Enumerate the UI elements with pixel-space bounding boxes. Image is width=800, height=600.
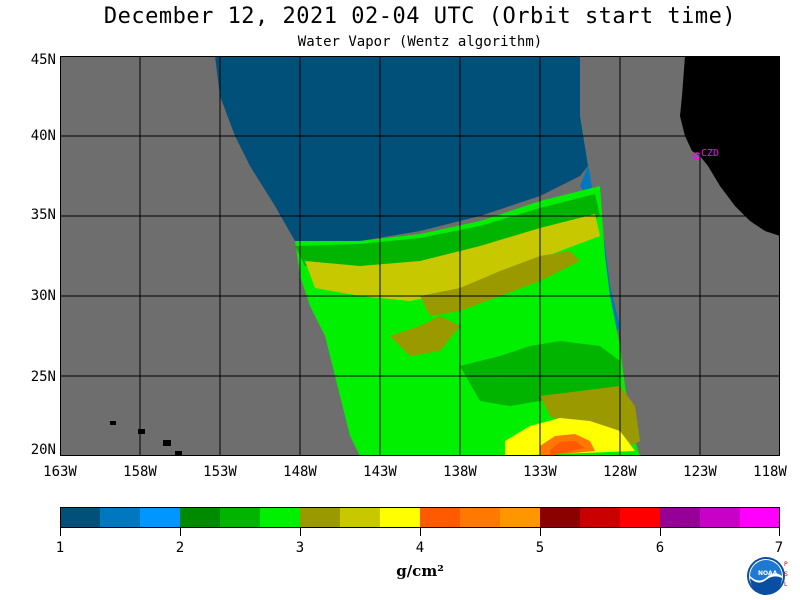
lon-label-158w: 158W (123, 464, 157, 480)
map-grid (60, 56, 780, 456)
colorbar-swatch (260, 508, 300, 528)
lat-label-35n: 35N (30, 207, 56, 223)
lon-label-143w: 143W (363, 464, 397, 480)
lon-label-153w: 153W (203, 464, 237, 480)
colorbar-label-3: 3 (295, 540, 305, 556)
swath-band-1-2 (215, 56, 588, 241)
colorbar-frame (60, 507, 780, 528)
hawaii-island-2 (138, 429, 145, 434)
colorbar-label-4: 4 (415, 540, 425, 556)
swath-band-3-6 (305, 214, 600, 301)
colorbar-swatch (180, 508, 220, 528)
colorbar-swatch (460, 508, 500, 528)
lat-label-45n: 45N (30, 52, 56, 68)
swath-band-3-2b (390, 316, 460, 356)
map-title: December 12, 2021 02-04 UTC (Orbit start… (103, 4, 737, 29)
colorbar-swatch (660, 508, 700, 528)
colorbar-swatch (100, 508, 140, 528)
svg-text:S: S (784, 571, 788, 578)
colorbar-tick (60, 528, 61, 536)
north-america-land (680, 56, 780, 236)
lat-label-25n: 25N (30, 369, 56, 385)
lon-label-128w: 128W (603, 464, 637, 480)
lat-label-30n: 30N (30, 288, 56, 304)
colorbar-swatch (420, 508, 460, 528)
lon-label-123w: 123W (683, 464, 717, 480)
noaa-logo-icon: NOAA P S L (747, 557, 788, 595)
lon-label-138w: 138W (443, 464, 477, 480)
station-label: CZD (701, 148, 719, 159)
colorbar-swatch (60, 508, 100, 528)
colorbar-swatch (500, 508, 540, 528)
map-frame (60, 56, 780, 456)
svg-text:L: L (784, 581, 788, 588)
swath-band-4-3 (550, 441, 585, 456)
hawaii-island-3 (163, 440, 171, 446)
colorbar-tick (660, 528, 661, 536)
map-subtitle: Water Vapor (Wentz algorithm) (297, 34, 543, 50)
lat-label-20n: 20N (30, 442, 56, 458)
colorbar-swatch (580, 508, 620, 528)
water-vapor-map: CZD (60, 56, 780, 456)
lon-label-133w: 133W (523, 464, 557, 480)
colorbar-label-6: 6 (655, 540, 665, 556)
colorbar-swatch (540, 508, 580, 528)
colorbar-swatch (140, 508, 180, 528)
lat-label-40n: 40N (30, 128, 56, 144)
colorbar-tick (420, 528, 421, 536)
swath-band-2-4 (295, 194, 600, 271)
colorbar-swatch (380, 508, 420, 528)
svg-text:P: P (784, 561, 788, 568)
colorbar-swatch (740, 508, 780, 528)
colorbar-label-5: 5 (535, 540, 545, 556)
colorbar-label-2: 2 (175, 540, 185, 556)
lon-label-118w: 118W (753, 464, 787, 480)
colorbar-swatch (300, 508, 340, 528)
hawaii-island-1 (110, 421, 116, 425)
colorbar-tick (180, 528, 181, 536)
colorbar-tick (300, 528, 301, 536)
colorbar-units: g/cm² (396, 562, 444, 580)
svg-text:NOAA: NOAA (758, 570, 778, 577)
colorbar-label-1: 1 (55, 540, 65, 556)
colorbar-swatch (340, 508, 380, 528)
colorbar-swatch (620, 508, 660, 528)
hawaii-island-4 (175, 451, 182, 456)
colorbar-swatch (700, 508, 740, 528)
lon-label-163w: 163W (43, 464, 77, 480)
lon-label-148w: 148W (283, 464, 317, 480)
colorbar-tick (540, 528, 541, 536)
colorbar-swatch (220, 508, 260, 528)
colorbar-label-7: 7 (774, 540, 784, 556)
colorbar-tick (779, 528, 780, 536)
